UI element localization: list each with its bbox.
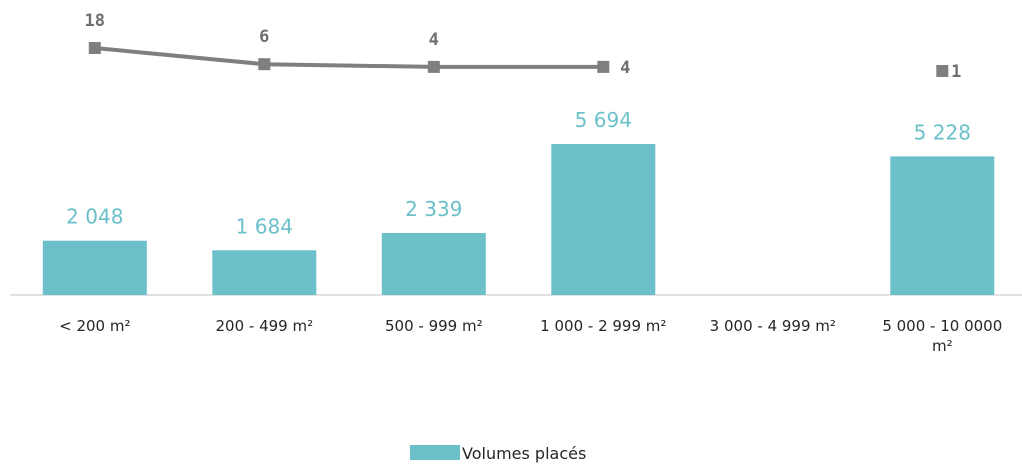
legend-swatch bbox=[410, 445, 460, 460]
line-value-label-3: 4 bbox=[620, 58, 630, 78]
bar-2 bbox=[381, 233, 486, 295]
bar-value-label-2: 2 339 bbox=[405, 197, 462, 221]
line-marker-5 bbox=[936, 65, 949, 77]
category-label-2: 500 - 999 m² bbox=[385, 317, 483, 335]
category-labels: < 200 m² 200 - 499 m² 500 - 999 m² 1 000 - … bbox=[59, 317, 1002, 355]
category-label-5: 5 000 - 10 0000 m² bbox=[882, 317, 1002, 355]
line-marker-3 bbox=[597, 60, 610, 73]
bar-value-label-3: 5 694 bbox=[575, 108, 632, 132]
category-label-4: 3 000 - 4 999 m² bbox=[710, 317, 836, 335]
legend: Volumes placés bbox=[410, 444, 586, 463]
line-value-label-0: 18 bbox=[85, 11, 105, 31]
bars-layer bbox=[42, 144, 995, 295]
bar-3 bbox=[551, 144, 656, 295]
bar-0 bbox=[42, 240, 147, 295]
category-label-0: < 200 m² bbox=[59, 317, 130, 335]
line-marker-1 bbox=[258, 58, 271, 71]
bar-5 bbox=[890, 156, 995, 295]
bar-value-label-0: 2 048 bbox=[66, 205, 123, 229]
category-label-1: 200 - 499 m² bbox=[215, 317, 313, 335]
line-layer bbox=[88, 42, 949, 77]
line-value-label-5: 1 bbox=[951, 62, 961, 82]
legend-label: Volumes placés bbox=[462, 444, 586, 463]
line-value-label-2: 4 bbox=[429, 30, 439, 50]
line-series-path bbox=[94, 46, 604, 69]
line-marker-0 bbox=[88, 42, 101, 54]
bar-value-label-1: 1 684 bbox=[236, 214, 293, 238]
line-value-label-1: 6 bbox=[259, 27, 269, 47]
category-label-3: 1 000 - 2 999 m² bbox=[540, 317, 666, 335]
labels-layer: 2 048 1 684 2 339 5 694 5 228 18 6 4 4 1 bbox=[66, 11, 971, 238]
bar-value-label-5: 5 228 bbox=[914, 120, 971, 144]
line-marker-2 bbox=[427, 60, 440, 73]
bar-1 bbox=[212, 250, 317, 295]
